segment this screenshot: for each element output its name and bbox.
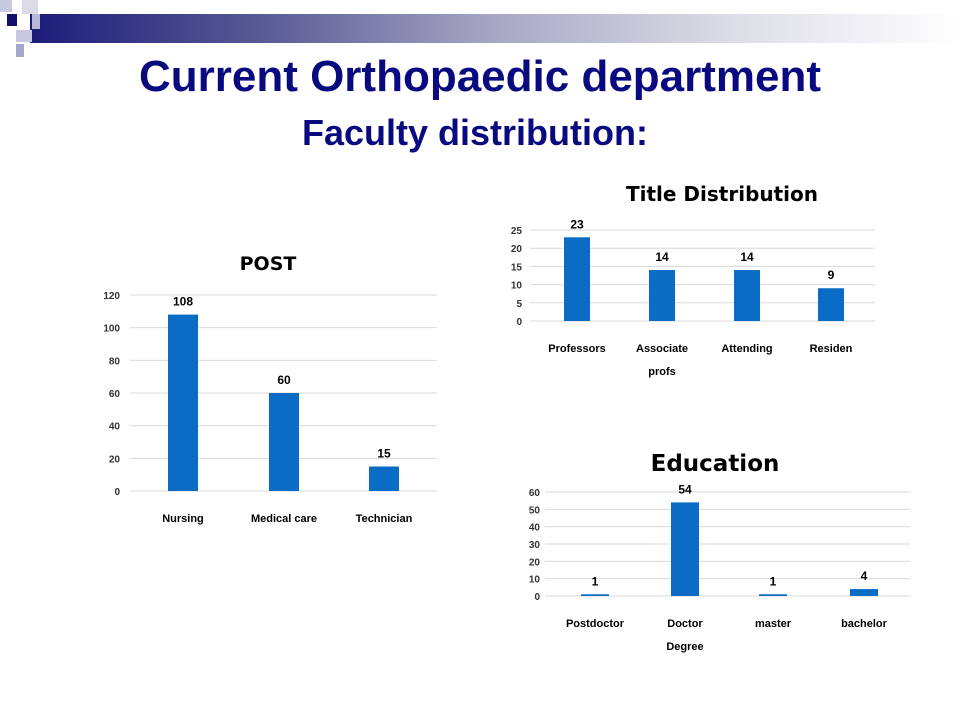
x-tick-label: Nursing — [162, 513, 204, 525]
x-tick-label-line: Associate — [636, 343, 688, 355]
data-label: 1 — [592, 574, 599, 588]
y-tick-label: 40 — [529, 523, 541, 534]
x-tick-label: Associate profs — [636, 343, 688, 378]
y-tick-label: 20 — [109, 454, 121, 465]
decorative-square — [16, 30, 32, 42]
chart-1: Title Distribution 0 5 10 15 20 25 23 Professors… — [511, 182, 875, 378]
data-label: 9 — [828, 268, 835, 282]
y-tick-label: 0 — [114, 487, 120, 498]
data-label: 23 — [570, 217, 584, 231]
y-tick-label: 0 — [534, 592, 540, 603]
x-tick-label: master — [755, 618, 792, 630]
bar — [759, 594, 787, 596]
chart-2: Education 0 10 20 30 40 50 60 1 Postdoctor 54 Docto… — [529, 451, 910, 653]
bar — [269, 393, 299, 491]
chart-0: POST 0 20 40 60 80 100 120 108 Nursing 60 Medical c… — [103, 253, 437, 525]
chart-title: Education — [651, 451, 780, 477]
data-label: 1 — [770, 574, 777, 588]
x-tick-label: Doctor Degree — [666, 618, 703, 653]
x-tick-label-line: profs — [648, 366, 676, 378]
y-tick-label: 10 — [511, 281, 523, 292]
y-tick-label: 80 — [109, 356, 121, 367]
x-tick-label: Technician — [356, 513, 413, 525]
decorative-square — [22, 0, 38, 14]
y-tick-label: 30 — [529, 540, 541, 551]
slide-subtitle: Faculty distribution: — [302, 112, 648, 153]
header-gradient-band — [30, 14, 960, 43]
decorative-square — [32, 14, 40, 29]
decorative-square — [7, 14, 17, 26]
chart-title: POST — [240, 253, 297, 275]
data-label: 14 — [655, 250, 669, 264]
bar — [581, 594, 609, 596]
bar — [850, 589, 878, 596]
y-tick-label: 120 — [103, 291, 120, 302]
decorative-square — [0, 0, 12, 12]
x-tick-label: Residen — [810, 343, 853, 355]
y-tick-label: 5 — [516, 299, 522, 310]
x-tick-label: Postdoctor — [566, 618, 625, 630]
x-tick-label: bachelor — [841, 618, 888, 630]
decorative-square — [16, 44, 24, 57]
slide-title: Current Orthopaedic department — [138, 52, 822, 101]
bar — [734, 270, 760, 321]
y-tick-label: 60 — [109, 389, 121, 400]
x-tick-label-line: Degree — [666, 641, 703, 653]
chart-title: Title Distribution — [626, 182, 818, 206]
y-tick-label: 50 — [529, 505, 541, 516]
y-tick-label: 60 — [529, 488, 541, 499]
x-tick-label: Attending — [721, 343, 772, 355]
bar — [369, 466, 399, 491]
bar — [649, 270, 675, 321]
data-label: 54 — [678, 482, 692, 496]
bar — [671, 502, 699, 596]
y-tick-label: 40 — [109, 422, 121, 433]
data-label: 4 — [861, 569, 868, 583]
bar — [564, 237, 590, 321]
x-tick-label-line: Doctor — [667, 618, 703, 630]
y-tick-label: 15 — [511, 262, 523, 273]
data-label: 14 — [740, 250, 754, 264]
x-tick-label: Professors — [548, 343, 605, 355]
y-tick-label: 100 — [103, 324, 120, 335]
data-label: 60 — [277, 373, 291, 387]
y-tick-label: 20 — [529, 557, 541, 568]
y-tick-label: 25 — [511, 226, 523, 237]
y-tick-label: 0 — [516, 317, 522, 328]
bar — [168, 314, 198, 491]
y-tick-label: 20 — [511, 244, 523, 255]
x-tick-label: Medical care — [251, 513, 317, 525]
y-tick-label: 10 — [529, 575, 541, 586]
data-label: 108 — [173, 295, 193, 309]
bar — [818, 288, 844, 321]
data-label: 15 — [377, 447, 391, 461]
